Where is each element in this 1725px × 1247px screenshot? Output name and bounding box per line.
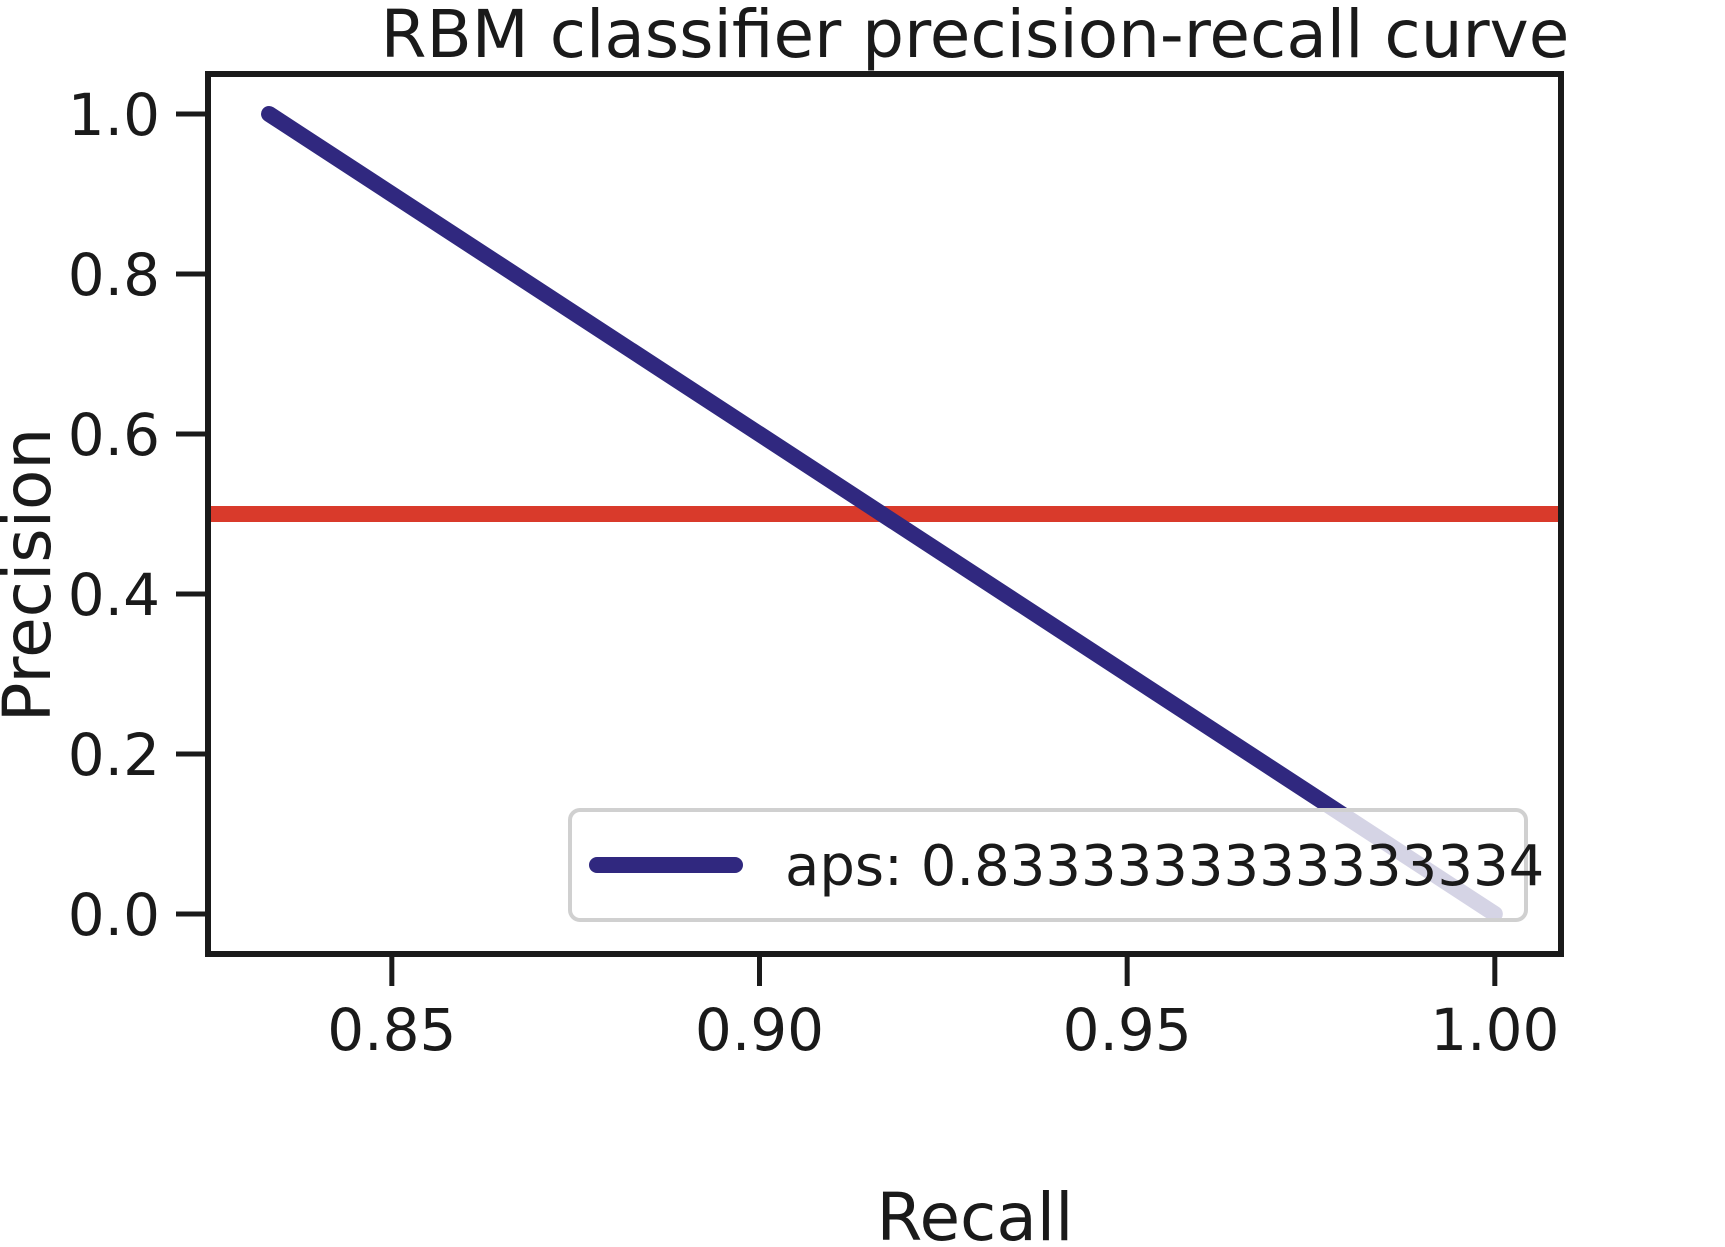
x-tick-label: 0.90 [695,996,824,1064]
x-tick-label: 0.95 [1063,996,1192,1064]
y-tick-label: 0.8 [68,241,160,309]
plot-area: 0.0 0.2 0.4 0.6 0.8 1.0 0.85 0.90 0.95 1.00 aps: 0… [68,71,1564,1064]
y-tick-label: 0.6 [68,401,160,469]
y-tick-label: 0.0 [68,881,160,949]
axes-frame [205,71,1564,957]
y-axis-label: Precision [0,428,66,723]
y-tick-label: 0.2 [68,721,160,789]
legend-box [568,808,1528,922]
y-tick-label: 1.0 [68,81,160,149]
x-axis-label: Recall [877,1179,1074,1247]
x-tick-label: 1.00 [1430,996,1559,1064]
legend-label: aps: 0.8333333333333334 [785,834,1544,899]
series-line-0 [261,106,1503,922]
chart-title: RBM classifier precision-recall curve [381,0,1570,73]
x-tick-label: 0.85 [327,996,456,1064]
y-tick-label: 0.4 [68,561,160,629]
